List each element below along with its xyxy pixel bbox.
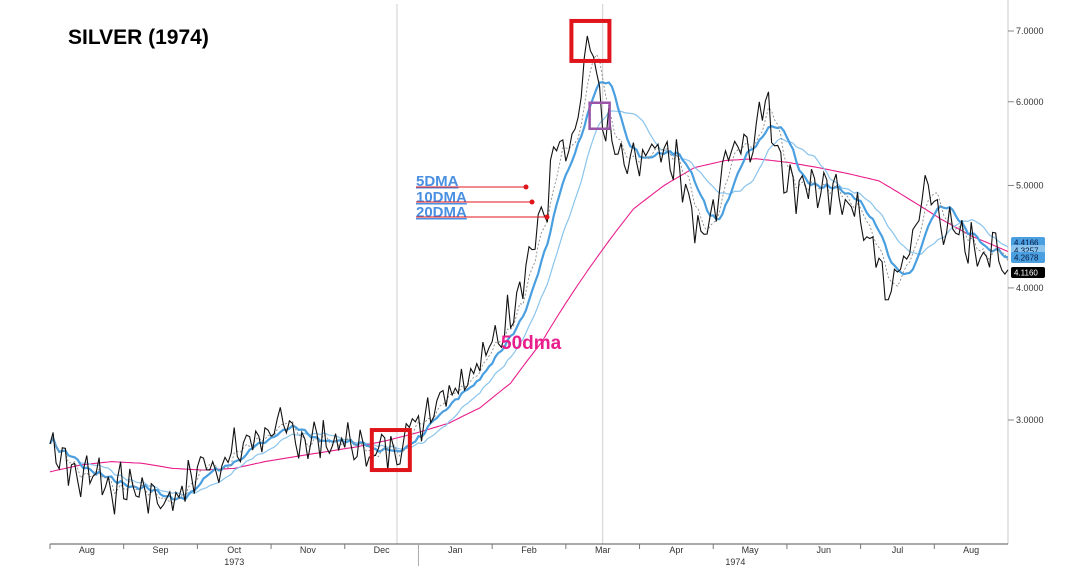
y-tick-label: 6.0000 (1016, 97, 1044, 107)
x-tick-label: Aug (963, 545, 979, 555)
series-line-5dma (49, 53, 1009, 504)
y-axis-ticks: 3.0000 4.0000 5.0000 6.0000 7.0000 (1008, 26, 1044, 425)
last-value-badge (1011, 267, 1045, 278)
x-year-label: 1973 (224, 557, 244, 567)
ma-pointer-dot-5dma (523, 184, 529, 190)
post-peak-box (588, 101, 611, 131)
x-tick-label: Nov (300, 545, 317, 555)
x-tick-label: Jul (892, 545, 904, 555)
x-tick-label: Aug (79, 545, 95, 555)
ma-label-5dma: 5DMA (416, 173, 459, 190)
x-tick-label: Feb (521, 545, 537, 555)
ma-labels: 5DMA 10DMA 20DMA (416, 173, 550, 221)
ma-label-50dma: 50dma (501, 333, 562, 354)
last-value-label: 4.3257 (1014, 247, 1039, 256)
x-tick-label: May (742, 545, 760, 555)
last-value-label: 4.1160 (1014, 269, 1038, 278)
x-tick-label: Jan (448, 545, 463, 555)
x-tick-label: Jun (817, 545, 832, 555)
ma-pointer-dot-20dma (544, 214, 550, 220)
series-group (49, 35, 1009, 515)
ma-label-20dma: 20DMA (416, 204, 467, 221)
last-value-badge (1011, 252, 1045, 263)
x-tick-label: Mar (595, 545, 611, 555)
peak-box (569, 18, 612, 63)
y-tick-label: 5.0000 (1016, 180, 1044, 190)
x-tick-label: Sep (153, 545, 169, 555)
annotation-boxes (369, 18, 612, 473)
x-tick-label: Apr (669, 545, 683, 555)
ma-pointer-dot-10dma (529, 199, 535, 205)
x-tick-label: Dec (374, 545, 391, 555)
last-value-label: 4.2678 (1014, 254, 1039, 263)
vertical-markers (396, 4, 604, 544)
x-axis-ticks: Aug Sep Oct Nov Dec Jan Feb Mar Apr May Jun Jul Aug 1… (49, 544, 979, 567)
y-tick-label: 7.0000 (1016, 26, 1044, 36)
last-value-label: 4.4166 (1014, 239, 1039, 248)
chart-title: SILVER (1974) (68, 26, 209, 49)
y-tick-label: 3.0000 (1016, 415, 1044, 425)
x-year-label: 1974 (725, 557, 745, 567)
x-tick-label: Oct (227, 545, 242, 555)
series-line-10dma (49, 81, 1009, 501)
series-line-silver (49, 35, 1009, 515)
series-line-20dma (49, 110, 1009, 496)
breakout-box (369, 428, 412, 473)
y-tick-label: 4.0000 (1016, 283, 1044, 293)
